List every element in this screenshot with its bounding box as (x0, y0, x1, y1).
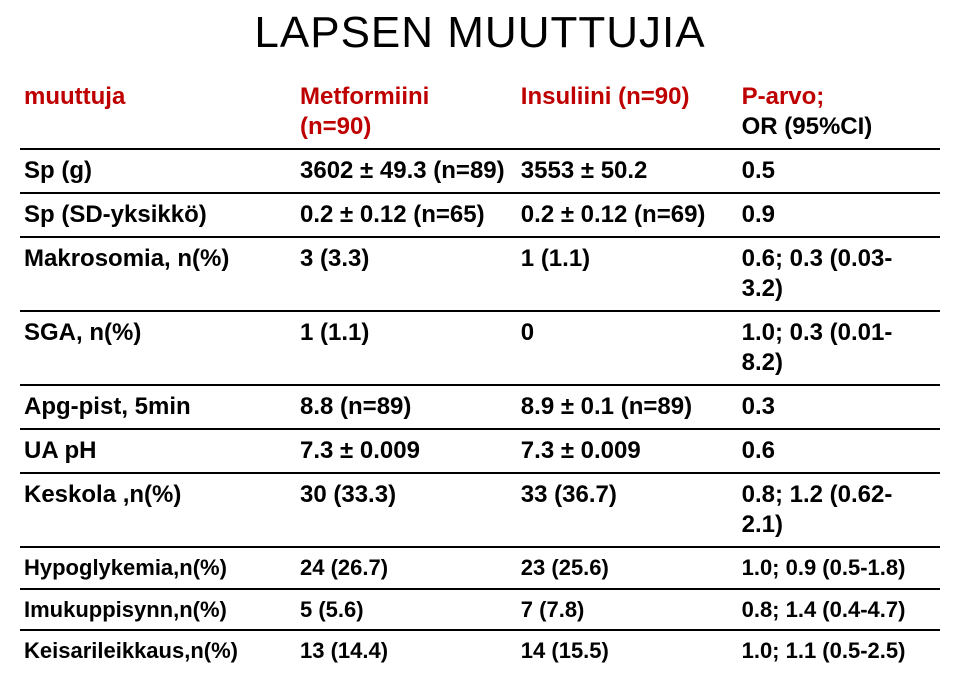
row-c4: 0.8; 1.4 (0.4-4.7) (738, 589, 940, 631)
table-row: SGA, n(%) 1 (1.1) 0 1.0; 0.3 (0.01-8.2) (20, 311, 940, 385)
hdr-metformiini-text: Metformiini (300, 83, 429, 110)
row-c2: 7.3 ± 0.009 (296, 429, 517, 473)
row-c4: 1.0; 1.1 (0.5-2.5) (738, 630, 940, 671)
row-c3: 7 (7.8) (517, 589, 738, 631)
row-c3: 14 (15.5) (517, 630, 738, 671)
row-c4: 0.5 (738, 149, 940, 193)
row-c2: 5 (5.6) (296, 589, 517, 631)
hdr-parvo-sub: OR (95%CI) (742, 112, 930, 142)
row-c4: 0.9 (738, 193, 940, 237)
row-label: Hypoglykemia,n(%) (20, 547, 296, 589)
hdr-parvo-text: P-arvo; (742, 83, 825, 110)
slide-title: LAPSEN MUUTTUJIA (20, 8, 940, 58)
row-c2: 24 (26.7) (296, 547, 517, 589)
row-c4: 1.0; 0.3 (0.01-8.2) (738, 311, 940, 385)
table-header-row: muuttuja Metformiini (n=90) Insuliini (n… (20, 76, 940, 149)
row-c3: 33 (36.7) (517, 473, 738, 547)
row-c3: 8.9 ± 0.1 (n=89) (517, 385, 738, 429)
table-row: Sp (g) 3602 ± 49.3 (n=89) 3553 ± 50.2 0.… (20, 149, 940, 193)
row-label: Imukuppisynn,n(%) (20, 589, 296, 631)
row-c2: 3602 ± 49.3 (n=89) (296, 149, 517, 193)
table-row: Hypoglykemia,n(%) 24 (26.7) 23 (25.6) 1.… (20, 547, 940, 589)
table-row: Apg-pist, 5min 8.8 (n=89) 8.9 ± 0.1 (n=8… (20, 385, 940, 429)
row-c2: 30 (33.3) (296, 473, 517, 547)
hdr-metformiini: Metformiini (n=90) (296, 76, 517, 149)
hdr-insuliini: Insuliini (n=90) (517, 76, 738, 149)
row-label: Sp (SD-yksikkö) (20, 193, 296, 237)
table-row: Makrosomia, n(%) 3 (3.3) 1 (1.1) 0.6; 0.… (20, 237, 940, 311)
table-row: Keisarileikkaus,n(%) 13 (14.4) 14 (15.5)… (20, 630, 940, 671)
row-c4: 1.0; 0.9 (0.5-1.8) (738, 547, 940, 589)
row-label: Keskola ,n(%) (20, 473, 296, 547)
row-label: Apg-pist, 5min (20, 385, 296, 429)
row-c3: 7.3 ± 0.009 (517, 429, 738, 473)
row-c3: 0.2 ± 0.12 (n=69) (517, 193, 738, 237)
row-label: Makrosomia, n(%) (20, 237, 296, 311)
table-row: Imukuppisynn,n(%) 5 (5.6) 7 (7.8) 0.8; 1… (20, 589, 940, 631)
row-label: SGA, n(%) (20, 311, 296, 385)
row-c2: 3 (3.3) (296, 237, 517, 311)
table-row: Sp (SD-yksikkö) 0.2 ± 0.12 (n=65) 0.2 ± … (20, 193, 940, 237)
row-c2: 0.2 ± 0.12 (n=65) (296, 193, 517, 237)
table-row: UA pH 7.3 ± 0.009 7.3 ± 0.009 0.6 (20, 429, 940, 473)
row-label: UA pH (20, 429, 296, 473)
hdr-muuttuja: muuttuja (20, 76, 296, 149)
slide: LAPSEN MUUTTUJIA muuttuja Metformiini (n… (0, 0, 960, 690)
hdr-insuliini-text: Insuliini (n=90) (521, 83, 690, 110)
table-row: Keskola ,n(%) 30 (33.3) 33 (36.7) 0.8; 1… (20, 473, 940, 547)
row-c3: 23 (25.6) (517, 547, 738, 589)
row-label: Sp (g) (20, 149, 296, 193)
row-c4: 0.8; 1.2 (0.62-2.1) (738, 473, 940, 547)
row-c2: 8.8 (n=89) (296, 385, 517, 429)
row-label: Keisarileikkaus,n(%) (20, 630, 296, 671)
row-c3: 3553 ± 50.2 (517, 149, 738, 193)
hdr-metformiini-n: (n=90) (300, 112, 507, 142)
row-c2: 1 (1.1) (296, 311, 517, 385)
hdr-muuttuja-text: muuttuja (24, 83, 125, 110)
row-c4: 0.3 (738, 385, 940, 429)
hdr-parvo: P-arvo; OR (95%CI) (738, 76, 940, 149)
row-c3: 1 (1.1) (517, 237, 738, 311)
row-c3: 0 (517, 311, 738, 385)
row-c4: 0.6 (738, 429, 940, 473)
data-table: muuttuja Metformiini (n=90) Insuliini (n… (20, 76, 940, 671)
row-c2: 13 (14.4) (296, 630, 517, 671)
row-c4: 0.6; 0.3 (0.03-3.2) (738, 237, 940, 311)
